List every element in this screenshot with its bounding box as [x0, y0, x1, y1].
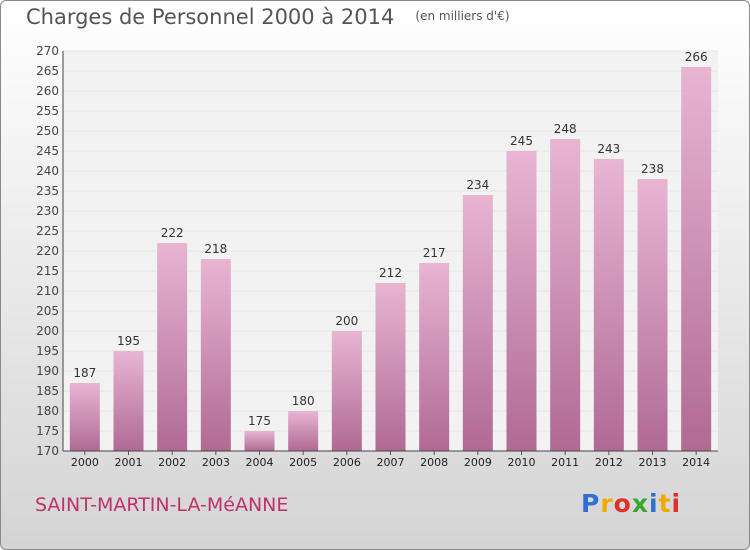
- y-tick-label: 270: [36, 44, 59, 58]
- proxiti-logo: Proxiti: [581, 489, 681, 518]
- data-label: 195: [117, 334, 140, 348]
- bar: [506, 151, 537, 451]
- y-tick-label: 250: [36, 124, 59, 138]
- y-tick-label: 240: [36, 164, 59, 178]
- bar: [200, 259, 231, 451]
- place-name: SAINT-MARTIN-LA-MéANNE: [35, 494, 289, 516]
- y-tick-label: 220: [36, 244, 59, 258]
- bar: [462, 195, 493, 451]
- bar: [113, 351, 144, 451]
- x-tick-label: 2009: [464, 456, 492, 469]
- data-label: 175: [248, 414, 271, 428]
- title-block: Charges de Personnel 2000 à 2014 (en mil…: [26, 5, 510, 29]
- y-tick-label: 265: [36, 64, 59, 78]
- bar: [331, 331, 362, 451]
- x-tick-label: 2001: [115, 456, 143, 469]
- y-tick-label: 185: [36, 384, 59, 398]
- bar: [69, 383, 100, 451]
- data-label: 234: [466, 178, 489, 192]
- x-tick-label: 2008: [420, 456, 448, 469]
- logo-letter: o: [613, 489, 632, 518]
- chart-title: Charges de Personnel 2000 à 2014: [26, 5, 395, 29]
- x-tick-label: 2011: [551, 456, 579, 469]
- data-label: 212: [379, 266, 402, 280]
- x-tick-label: 2004: [246, 456, 274, 469]
- y-tick-label: 180: [36, 404, 59, 418]
- data-label: 245: [510, 134, 533, 148]
- bar: [593, 159, 624, 451]
- y-tick-label: 205: [36, 304, 59, 318]
- bar: [550, 139, 581, 451]
- bar: [375, 283, 406, 451]
- y-tick-label: 170: [36, 444, 59, 458]
- logo-letter: i: [649, 489, 659, 518]
- y-tick-label: 195: [36, 344, 59, 358]
- y-tick-label: 235: [36, 184, 59, 198]
- chart-unit: (en milliers d'€): [415, 9, 510, 23]
- y-tick-label: 175: [36, 424, 59, 438]
- bar: [637, 179, 668, 451]
- data-label: 218: [204, 242, 227, 256]
- bar: [681, 67, 712, 451]
- x-tick-label: 2005: [289, 456, 317, 469]
- logo-letter: t: [658, 489, 672, 518]
- y-tick-label: 255: [36, 104, 59, 118]
- data-label: 222: [161, 226, 184, 240]
- data-label: 243: [597, 142, 620, 156]
- data-label: 200: [335, 314, 358, 328]
- data-label: 248: [554, 122, 577, 136]
- logo-letter: i: [671, 489, 682, 518]
- x-tick-label: 2006: [333, 456, 361, 469]
- data-label: 217: [423, 246, 446, 260]
- x-tick-label: 2014: [682, 456, 710, 469]
- x-tick-label: 2010: [508, 456, 536, 469]
- y-tick-label: 260: [36, 84, 59, 98]
- y-tick-label: 200: [36, 324, 59, 338]
- data-label: 266: [685, 50, 708, 64]
- logo-letter: P: [581, 489, 601, 518]
- y-tick-label: 230: [36, 204, 59, 218]
- logo-letter: r: [600, 489, 614, 518]
- y-tick-label: 245: [36, 144, 59, 158]
- y-tick-label: 215: [36, 264, 59, 278]
- x-tick-label: 2013: [639, 456, 667, 469]
- data-label: 187: [73, 366, 96, 380]
- y-tick-label: 190: [36, 364, 59, 378]
- bar: [419, 263, 450, 451]
- x-tick-label: 2007: [377, 456, 405, 469]
- x-tick-label: 2012: [595, 456, 623, 469]
- x-tick-label: 2003: [202, 456, 230, 469]
- data-label: 238: [641, 162, 664, 176]
- x-tick-label: 2002: [158, 456, 186, 469]
- y-tick-label: 225: [36, 224, 59, 238]
- bar: [288, 411, 319, 451]
- bar: [244, 431, 275, 451]
- logo-letter: x: [631, 489, 649, 518]
- y-tick-label: 210: [36, 284, 59, 298]
- data-label: 180: [292, 394, 315, 408]
- bar: [157, 243, 188, 451]
- x-tick-label: 2000: [71, 456, 99, 469]
